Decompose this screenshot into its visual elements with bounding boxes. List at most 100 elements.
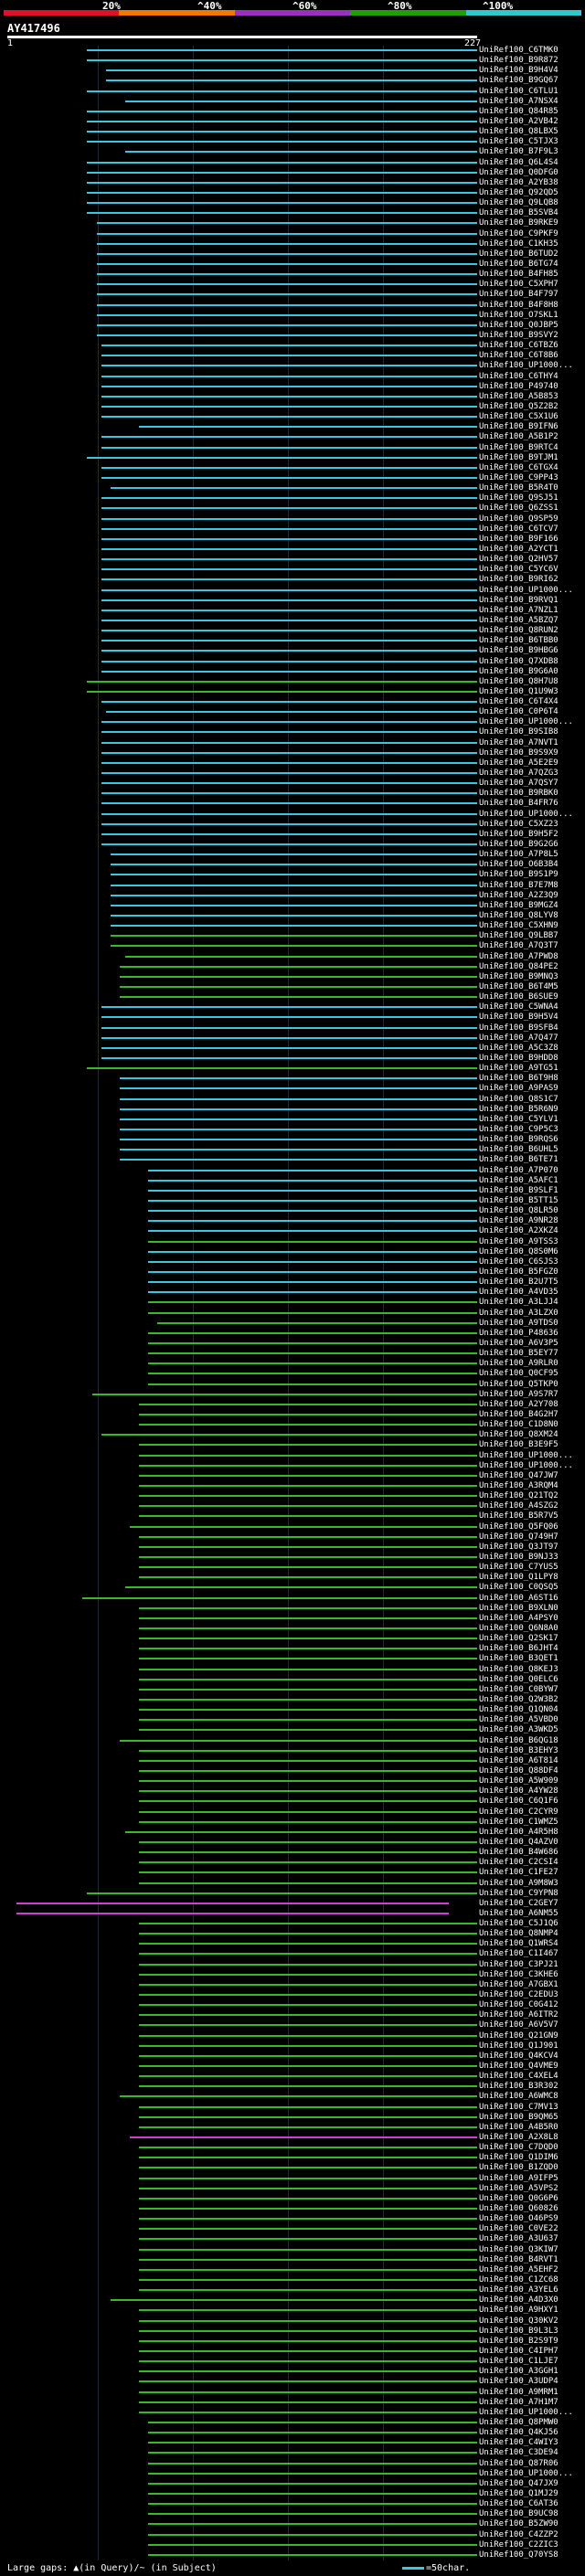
hit-row[interactable]: UniRef100_A3GGH1 [0,2367,585,2376]
hit-alignment-bar[interactable] [120,1087,477,1090]
hit-alignment-bar[interactable] [148,1240,477,1243]
hit-label-link[interactable]: UniRef100_UP1000... [479,1450,573,1460]
hit-alignment-bar[interactable] [138,1638,477,1640]
hit-label-link[interactable]: UniRef100_A7NSX4 [479,96,558,106]
hit-label-link[interactable]: UniRef100_A9TDS0 [479,1318,558,1328]
hit-row[interactable]: UniRef100_Q2HV57 [0,555,585,564]
hit-row[interactable]: UniRef100_C6THY4 [0,372,585,381]
hit-label-link[interactable]: UniRef100_A7H1M7 [479,2397,558,2407]
hit-alignment-bar[interactable] [138,2370,477,2373]
hit-label-link[interactable]: UniRef100_C1D8N0 [479,1420,558,1430]
hit-row[interactable]: UniRef100_A5EHF2 [0,2265,585,2274]
hit-alignment-bar[interactable] [138,2157,477,2159]
hit-label-link[interactable]: UniRef100_C2EDU3 [479,1990,558,2000]
hit-row[interactable]: UniRef100_C1D8N0 [0,1420,585,1429]
hit-label-link[interactable]: UniRef100_B5SVB4 [479,208,558,218]
hit-row[interactable]: UniRef100_B9G6A0 [0,667,585,676]
hit-row[interactable]: UniRef100_B1ZQD0 [0,2163,585,2172]
hit-alignment-bar[interactable] [138,1698,477,1701]
hit-row[interactable]: UniRef100_C5YLV1 [0,1115,585,1124]
hit-row[interactable]: UniRef100_Q8LR50 [0,1206,585,1215]
hit-label-link[interactable]: UniRef100_C1WMZ5 [479,1817,558,1827]
hit-row[interactable]: UniRef100_B7E7M8 [0,881,585,890]
hit-alignment-bar[interactable] [101,558,477,561]
hit-alignment-bar[interactable] [120,1739,477,1742]
hit-alignment-bar[interactable] [138,1668,477,1670]
hit-label-link[interactable]: UniRef100_C3KHE6 [479,1969,558,1979]
hit-row[interactable]: UniRef100_UP1000... [0,2469,585,2478]
hit-row[interactable]: UniRef100_A9TDS0 [0,1319,585,1328]
hit-row[interactable]: UniRef100_B4FH85 [0,270,585,279]
hit-label-link[interactable]: UniRef100_A5E2E9 [479,758,558,768]
hit-row[interactable]: UniRef100_C3PJ21 [0,1960,585,1969]
hit-alignment-bar[interactable] [138,1484,477,1487]
hit-alignment-bar[interactable] [138,1545,477,1548]
hit-alignment-bar[interactable] [138,1820,477,1823]
hit-alignment-bar[interactable] [138,1719,477,1722]
hit-label-link[interactable]: UniRef100_UP1000... [479,2407,573,2417]
hit-label-link[interactable]: UniRef100_C3PJ21 [479,1959,558,1969]
hit-row[interactable]: UniRef100_UP1000... [0,361,585,370]
hit-row[interactable]: UniRef100_A6T814 [0,1756,585,1765]
hit-alignment-bar[interactable] [96,252,477,255]
hit-alignment-bar[interactable] [120,2095,477,2098]
hit-label-link[interactable]: UniRef100_C4IPH7 [479,2347,558,2357]
hit-alignment-bar[interactable] [120,1149,477,1151]
hit-alignment-bar[interactable] [138,2289,477,2292]
hit-alignment-bar[interactable] [16,1912,450,1914]
hit-alignment-bar[interactable] [101,547,477,550]
hit-label-link[interactable]: UniRef100_B9R872 [479,56,558,66]
hit-alignment-bar[interactable] [138,1515,477,1518]
hit-row[interactable]: UniRef100_B4F8H8 [0,301,585,310]
hit-row[interactable]: UniRef100_Q0G6P6 [0,2194,585,2203]
hit-alignment-bar[interactable] [105,80,477,82]
hit-row[interactable]: UniRef100_A3WKD5 [0,1725,585,1734]
hit-label-link[interactable]: UniRef100_Q3JT97 [479,1542,558,1552]
hit-row[interactable]: UniRef100_C5XPH7 [0,280,585,289]
hit-label-link[interactable]: UniRef100_Q1J901 [479,2041,558,2051]
hit-alignment-bar[interactable] [148,2452,477,2454]
hit-label-link[interactable]: UniRef100_UP1000... [479,1460,573,1470]
hit-label-link[interactable]: UniRef100_A9S7R7 [479,1389,558,1399]
hit-row[interactable]: UniRef100_A5W909 [0,1776,585,1786]
hit-alignment-bar[interactable] [138,1444,477,1447]
hit-label-link[interactable]: UniRef100_C9YPN8 [479,1888,558,1898]
hit-alignment-bar[interactable] [138,1840,477,1843]
hit-alignment-bar[interactable] [87,141,477,143]
hit-label-link[interactable]: UniRef100_A4D3X0 [479,2295,558,2306]
hit-row[interactable]: UniRef100_Q6N8A0 [0,1624,585,1633]
hit-alignment-bar[interactable] [87,690,477,693]
hit-alignment-bar[interactable] [96,242,477,245]
hit-label-link[interactable]: UniRef100_Q6ZSS1 [479,504,558,514]
hit-label-link[interactable]: UniRef100_A2Z3Q9 [479,890,558,900]
hit-row[interactable]: UniRef100_Q6L4S4 [0,158,585,167]
hit-label-link[interactable]: UniRef100_A4R5H8 [479,1827,558,1837]
hit-label-link[interactable]: UniRef100_B9GQ67 [479,76,558,86]
hit-row[interactable]: UniRef100_B9HDD8 [0,1054,585,1063]
hit-alignment-bar[interactable] [138,2147,477,2149]
hit-row[interactable]: UniRef100_B9RKE9 [0,218,585,228]
hit-row[interactable]: UniRef100_A9MRM1 [0,2388,585,2397]
hit-row[interactable]: UniRef100_C1ZC68 [0,2275,585,2284]
hit-row[interactable]: UniRef100_B6QG18 [0,1736,585,1745]
hit-label-link[interactable]: UniRef100_B6UHL5 [479,1145,558,1155]
hit-row[interactable]: UniRef100_C7MV13 [0,2103,585,2112]
hit-alignment-bar[interactable] [138,2309,477,2312]
hit-alignment-bar[interactable] [148,1341,477,1344]
hit-label-link[interactable]: UniRef100_Q9SJ51 [479,493,558,504]
hit-label-link[interactable]: UniRef100_A9IFP5 [479,2173,558,2183]
hit-alignment-bar[interactable] [87,1067,477,1070]
hit-label-link[interactable]: UniRef100_A5EHF2 [479,2264,558,2274]
hit-row[interactable]: UniRef100_A9NR28 [0,1216,585,1225]
hit-label-link[interactable]: UniRef100_Q9LBB7 [479,931,558,941]
hit-label-link[interactable]: UniRef100_B9RI62 [479,575,558,585]
hit-label-link[interactable]: UniRef100_Q4KCV4 [479,2051,558,2061]
hit-alignment-bar[interactable] [101,1434,477,1436]
hit-alignment-bar[interactable] [96,303,477,306]
hit-alignment-bar[interactable] [96,262,477,265]
hit-label-link[interactable]: UniRef100_B9SLF1 [479,1185,558,1195]
hit-alignment-bar[interactable] [101,537,477,540]
hit-label-link[interactable]: UniRef100_B9G6A0 [479,666,558,676]
hit-alignment-bar[interactable] [148,1189,477,1192]
hit-label-link[interactable]: UniRef100_Q9SP59 [479,514,558,524]
